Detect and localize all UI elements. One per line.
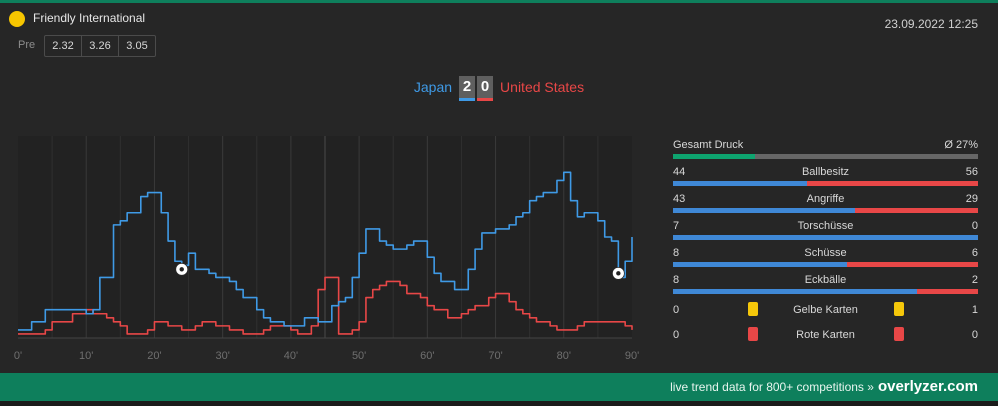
- yellow-label: Gelbe Karten: [793, 304, 858, 316]
- goal-ball-icon[interactable]: [611, 266, 625, 280]
- stat-away-value: 56: [965, 166, 978, 178]
- red-away: 0: [971, 329, 978, 341]
- stat-bar-home: [673, 262, 848, 267]
- odd-draw[interactable]: 3.26: [81, 36, 118, 56]
- stat-label: Angriffe: [806, 193, 845, 205]
- stat-bar: [673, 235, 978, 240]
- stat-bar-away: [855, 208, 978, 213]
- footer-banner[interactable]: live trend data for 800+ competitions » o…: [0, 373, 998, 401]
- footer-text: live trend data for 800+ competitions »: [670, 380, 874, 394]
- x-tick-label: 50': [352, 350, 366, 362]
- pressure-bar-fill: [673, 154, 756, 159]
- stat-row: 7 Torschüsse 0: [673, 219, 978, 246]
- yellow-away: 1: [971, 304, 978, 316]
- scoreline: Japan 2 0 United States: [0, 76, 998, 101]
- odd-home[interactable]: 2.32: [52, 40, 74, 52]
- pressure-trend-chart: 0' 10' 20' 30' 40' 50' 60' 70' 80' 90': [14, 136, 639, 362]
- red-card-icon-away: [894, 327, 904, 341]
- bottom-bar: [0, 401, 998, 406]
- odds-group: 2.32 3.26 3.05: [44, 35, 156, 57]
- top-accent-line: [0, 0, 998, 3]
- stat-home-value: 43: [673, 193, 686, 205]
- home-score: 2: [459, 76, 476, 101]
- yellow-card-icon-away: [894, 302, 904, 316]
- stat-bar: [673, 208, 978, 213]
- stat-bar-away: [847, 262, 978, 267]
- stat-row: 43 Angriffe 29: [673, 192, 978, 219]
- footer-link[interactable]: live trend data for 800+ competitions » o…: [670, 378, 978, 395]
- brand-logo-text: overlyzer.com: [877, 378, 978, 395]
- match-datetime: 23.09.2022 12:25: [884, 17, 978, 31]
- stat-row: 8 Schüsse 6: [673, 246, 978, 273]
- stat-home-value: 44: [673, 166, 686, 178]
- stat-bar-home: [673, 181, 808, 186]
- x-tick-label: 10': [79, 350, 93, 362]
- pressure-avg: Ø 27%: [944, 139, 978, 151]
- pressure-bar-rest: [755, 154, 978, 159]
- goal-ball-icon[interactable]: [175, 262, 189, 276]
- x-tick-label: 0': [14, 350, 22, 362]
- x-tick-label: 70': [488, 350, 502, 362]
- home-pressure-line: [18, 171, 633, 331]
- stat-label: Eckbälle: [804, 274, 847, 286]
- stat-bar-home: [673, 289, 917, 294]
- stat-home-value: 8: [673, 247, 680, 259]
- red-card-icon-home: [748, 327, 758, 341]
- stat-home-value: 7: [673, 220, 680, 232]
- stat-label: Ballbesitz: [801, 166, 850, 178]
- x-tick-label: 20': [147, 350, 161, 362]
- x-tick-label: 80': [557, 350, 571, 362]
- red-cards-row: 0 Rote Karten 0: [673, 325, 978, 350]
- stat-rows: 44 Ballbesitz 56 43 Angriffe 29 7 Torschüsse 0 8 S…: [673, 165, 978, 300]
- stat-label: Schüsse: [804, 247, 847, 259]
- home-team-name[interactable]: Japan: [413, 79, 453, 95]
- stats-panel: Gesamt Druck Ø 27% 44 Ballbesitz 56 43 Angri…: [673, 138, 978, 350]
- stat-bar: [673, 181, 978, 186]
- stat-away-value: 0: [971, 220, 978, 232]
- stat-bar: [673, 289, 978, 294]
- red-home: 0: [673, 329, 680, 341]
- yellow-home: 0: [673, 304, 680, 316]
- stat-pressure: Gesamt Druck Ø 27%: [673, 138, 978, 165]
- yellow-cards-row: 0 Gelbe Karten 1: [673, 300, 978, 325]
- away-pressure-line: [18, 276, 633, 335]
- league-icon: [9, 11, 25, 27]
- stat-bar: [673, 262, 978, 267]
- stat-row: 44 Ballbesitz 56: [673, 165, 978, 192]
- stat-label: Torschüsse: [797, 220, 854, 232]
- stat-bar-away: [917, 289, 978, 294]
- away-score: 0: [477, 76, 494, 101]
- x-tick-label: 90': [625, 350, 639, 362]
- x-tick-label: 60': [420, 350, 434, 362]
- pressure-label: Gesamt Druck: [673, 139, 744, 151]
- x-tick-label: 40': [284, 350, 298, 362]
- stat-away-value: 2: [971, 274, 978, 286]
- pressure-bar: [673, 154, 978, 159]
- red-label: Rote Karten: [796, 329, 855, 341]
- x-tick-label: 30': [215, 350, 229, 362]
- stat-away-value: 29: [965, 193, 978, 205]
- league-name[interactable]: Friendly International: [33, 11, 146, 25]
- away-team-name[interactable]: United States: [500, 79, 585, 95]
- stat-home-value: 8: [673, 274, 680, 286]
- stat-bar-home: [673, 208, 856, 213]
- stat-row: 8 Eckbälle 2: [673, 273, 978, 300]
- pre-odds-label: Pre: [18, 39, 36, 51]
- yellow-card-icon-home: [748, 302, 758, 316]
- odd-away[interactable]: 3.05: [118, 36, 155, 56]
- stat-bar-home: [673, 235, 978, 240]
- stat-away-value: 6: [971, 247, 978, 259]
- stat-bar-away: [807, 181, 978, 186]
